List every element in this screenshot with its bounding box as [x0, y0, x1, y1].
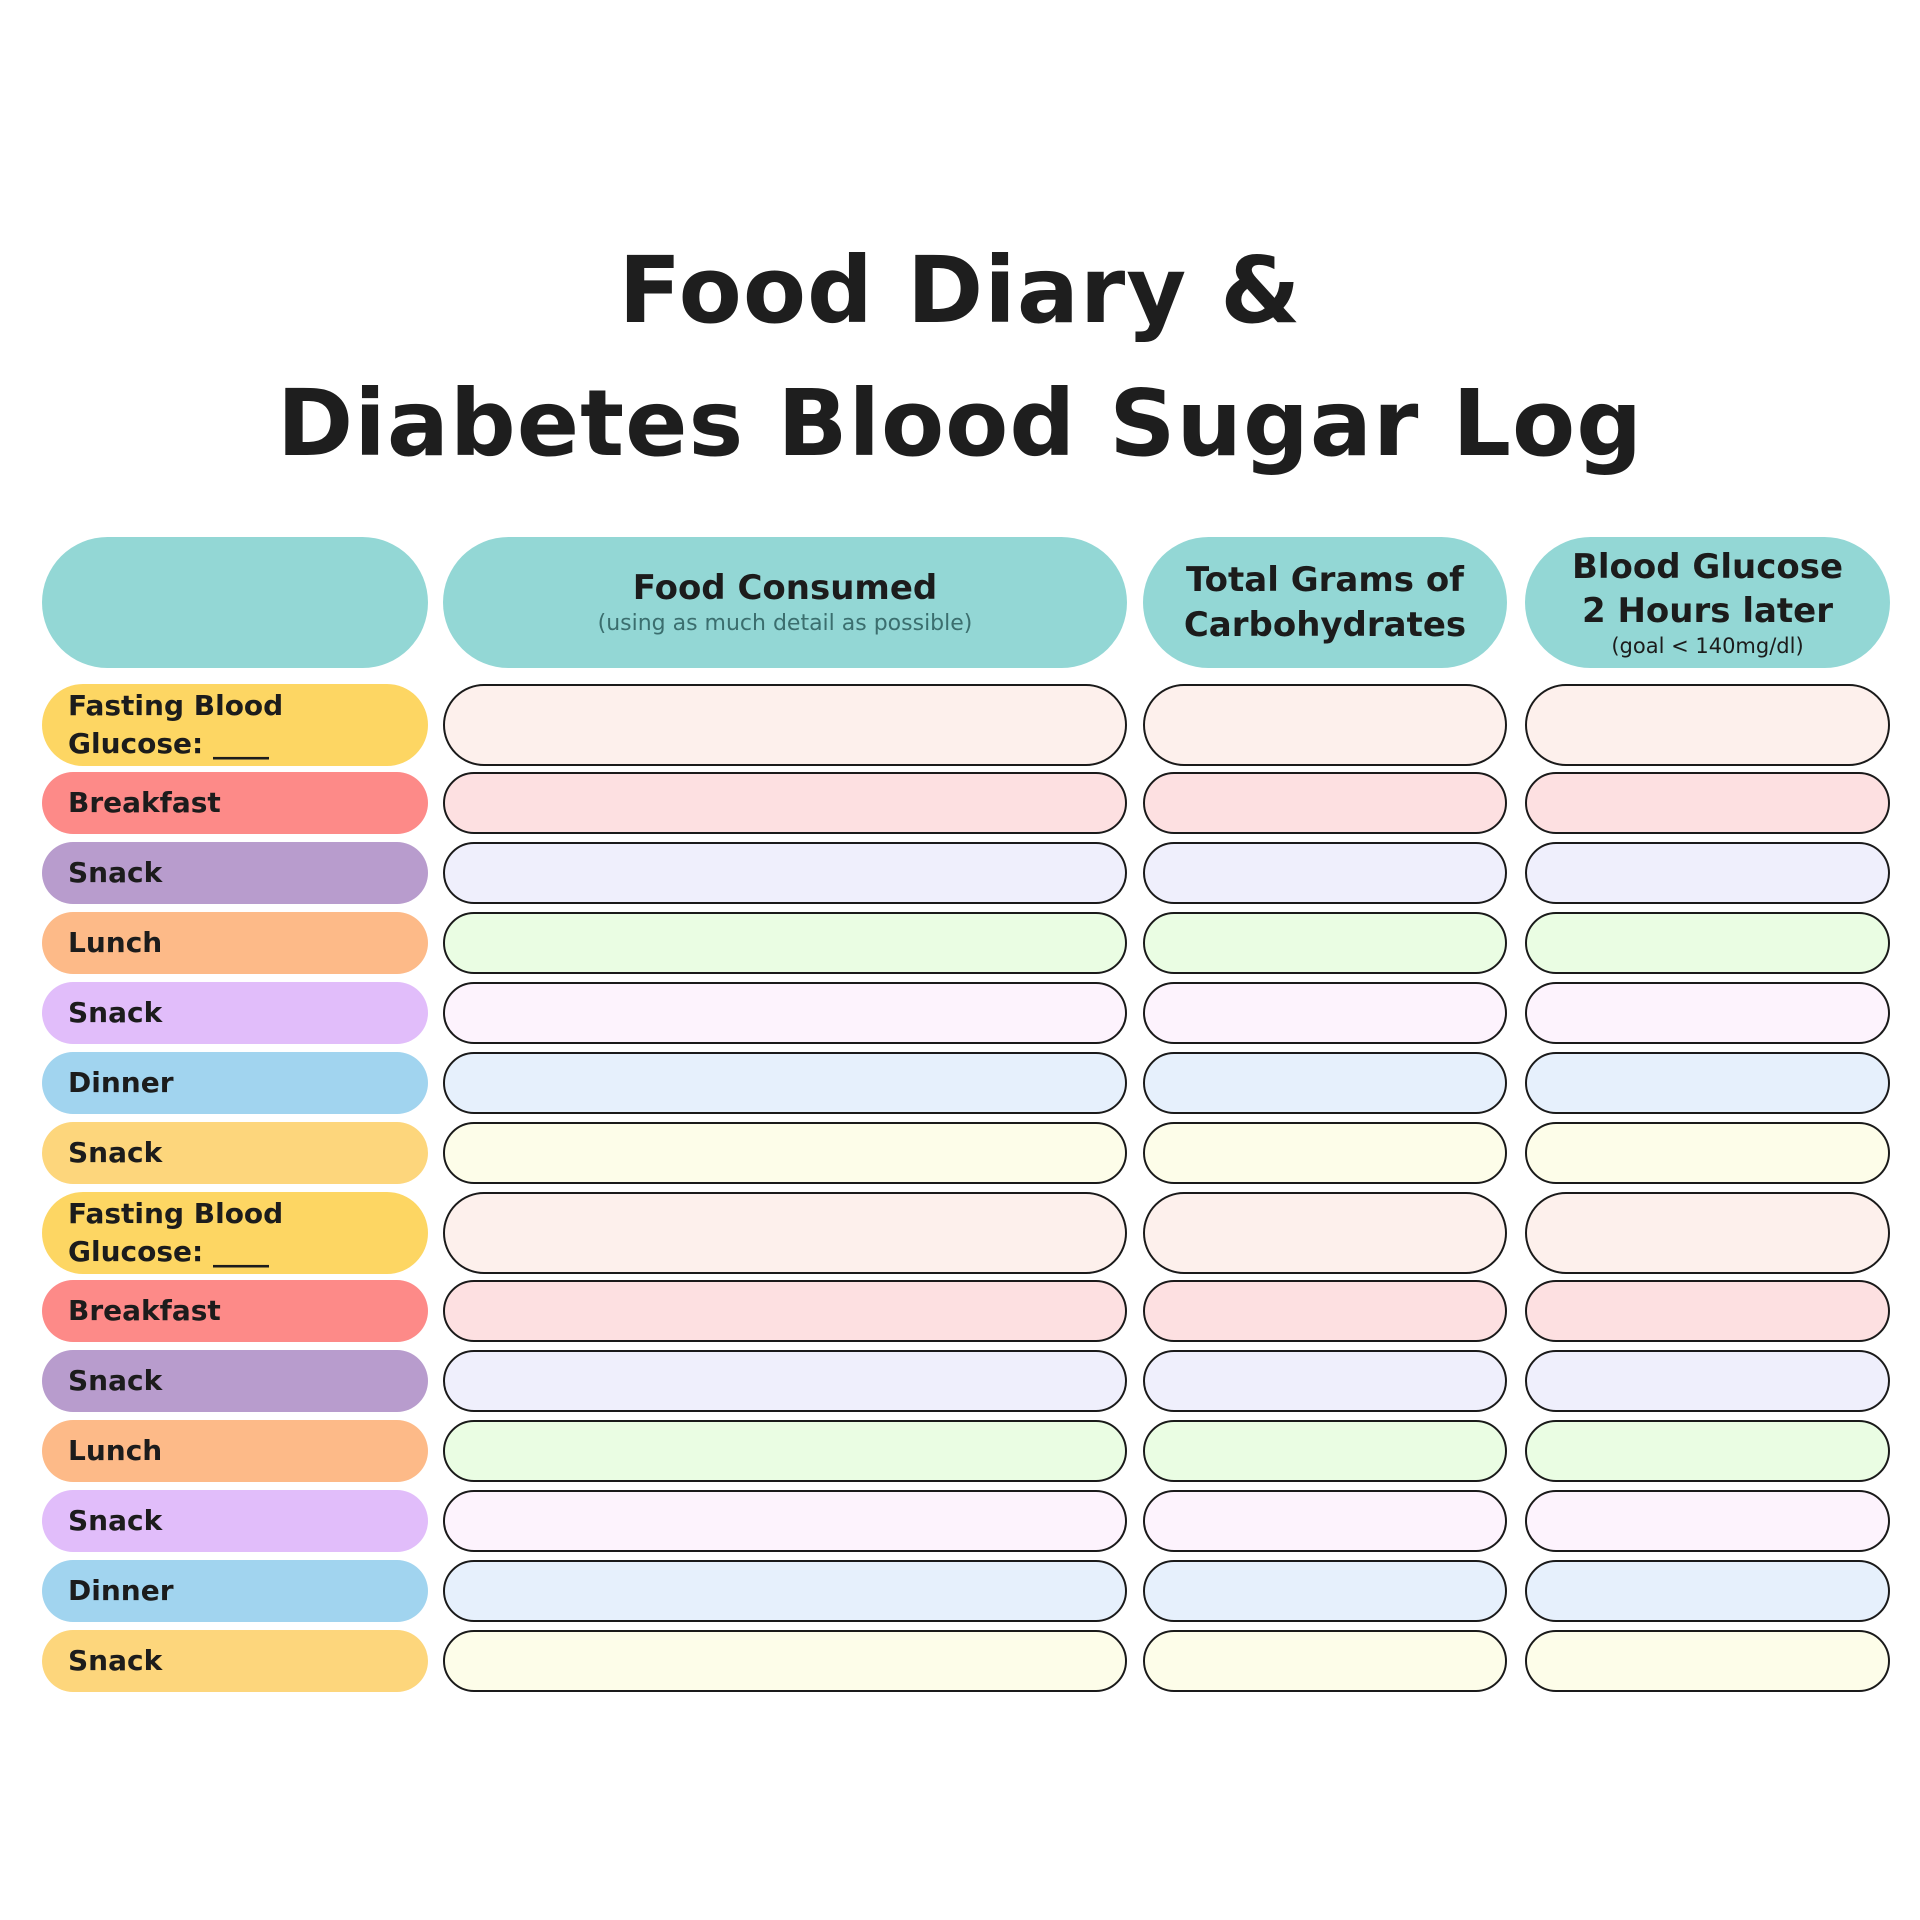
row-label: Snack: [42, 1350, 428, 1412]
food-consumed-cell[interactable]: [443, 912, 1127, 974]
carbohydrates-cell[interactable]: [1143, 982, 1507, 1044]
row-label: Dinner: [42, 1560, 428, 1622]
carbohydrates-cell[interactable]: [1143, 1122, 1507, 1184]
food-consumed-cell[interactable]: [443, 1630, 1127, 1692]
food-consumed-cell[interactable]: [443, 1122, 1127, 1184]
carbohydrates-cell[interactable]: [1143, 1350, 1507, 1412]
food-consumed-cell[interactable]: [443, 1350, 1127, 1412]
carbohydrates-cell[interactable]: [1143, 842, 1507, 904]
carbohydrates-cell[interactable]: [1143, 1052, 1507, 1114]
blood-glucose-label: Blood Glucose 2 Hours later: [1571, 546, 1844, 631]
carbohydrates-cell[interactable]: [1143, 772, 1507, 834]
blood-glucose-cell[interactable]: [1525, 1052, 1890, 1114]
food-consumed-cell[interactable]: [443, 1560, 1127, 1622]
row-label: Fasting Blood Glucose: ____: [42, 1192, 428, 1274]
row-label: Fasting Blood Glucose: ____: [42, 684, 428, 766]
carbohydrates-cell[interactable]: [1143, 912, 1507, 974]
carbohydrates-cell[interactable]: [1143, 684, 1507, 766]
blood-glucose-cell[interactable]: [1525, 772, 1890, 834]
row-label: Breakfast: [42, 772, 428, 834]
blood-glucose-cell[interactable]: [1525, 1560, 1890, 1622]
blood-glucose-cell[interactable]: [1525, 1122, 1890, 1184]
row-label: Snack: [42, 1122, 428, 1184]
title-line-1: Food Diary &: [618, 237, 1302, 344]
food-consumed-cell[interactable]: [443, 1280, 1127, 1342]
blood-glucose-cell[interactable]: [1525, 1420, 1890, 1482]
title-line-2: Diabetes Blood Sugar Log: [276, 370, 1644, 477]
row-label: Snack: [42, 1490, 428, 1552]
food-consumed-label: Food Consumed: [632, 568, 938, 609]
food-consumed-cell[interactable]: [443, 684, 1127, 766]
blood-glucose-cell[interactable]: [1525, 842, 1890, 904]
food-consumed-sublabel: (using as much detail as possible): [597, 611, 973, 637]
row-label: Breakfast: [42, 1280, 428, 1342]
row-label: Snack: [42, 842, 428, 904]
blood-glucose-cell[interactable]: [1525, 1490, 1890, 1552]
header-food-consumed: Food Consumed (using as much detail as p…: [443, 537, 1127, 668]
row-label: Lunch: [42, 1420, 428, 1482]
food-consumed-cell[interactable]: [443, 1052, 1127, 1114]
blood-glucose-sublabel: (goal < 140mg/dl): [1611, 634, 1804, 659]
row-label: Dinner: [42, 1052, 428, 1114]
blood-glucose-cell[interactable]: [1525, 1192, 1890, 1274]
food-consumed-cell[interactable]: [443, 982, 1127, 1044]
row-label: Snack: [42, 982, 428, 1044]
blood-glucose-cell[interactable]: [1525, 982, 1890, 1044]
food-consumed-cell[interactable]: [443, 1420, 1127, 1482]
carbohydrates-cell[interactable]: [1143, 1280, 1507, 1342]
food-consumed-cell[interactable]: [443, 772, 1127, 834]
header-blood-glucose: Blood Glucose 2 Hours later (goal < 140m…: [1525, 537, 1890, 668]
carbohydrates-cell[interactable]: [1143, 1192, 1507, 1274]
carbohydrates-cell[interactable]: [1143, 1630, 1507, 1692]
blood-glucose-cell[interactable]: [1525, 1280, 1890, 1342]
row-label: Snack: [42, 1630, 428, 1692]
carbohydrates-label: Total Grams of Carbohydrates: [1183, 560, 1467, 645]
food-consumed-cell[interactable]: [443, 842, 1127, 904]
header-blank: [42, 537, 428, 668]
carbohydrates-cell[interactable]: [1143, 1420, 1507, 1482]
row-label: Lunch: [42, 912, 428, 974]
blood-glucose-cell[interactable]: [1525, 684, 1890, 766]
header-carbohydrates: Total Grams of Carbohydrates: [1143, 537, 1507, 668]
carbohydrates-cell[interactable]: [1143, 1560, 1507, 1622]
carbohydrates-cell[interactable]: [1143, 1490, 1507, 1552]
blood-glucose-cell[interactable]: [1525, 912, 1890, 974]
food-consumed-cell[interactable]: [443, 1490, 1127, 1552]
blood-glucose-cell[interactable]: [1525, 1630, 1890, 1692]
blood-glucose-cell[interactable]: [1525, 1350, 1890, 1412]
food-consumed-cell[interactable]: [443, 1192, 1127, 1274]
